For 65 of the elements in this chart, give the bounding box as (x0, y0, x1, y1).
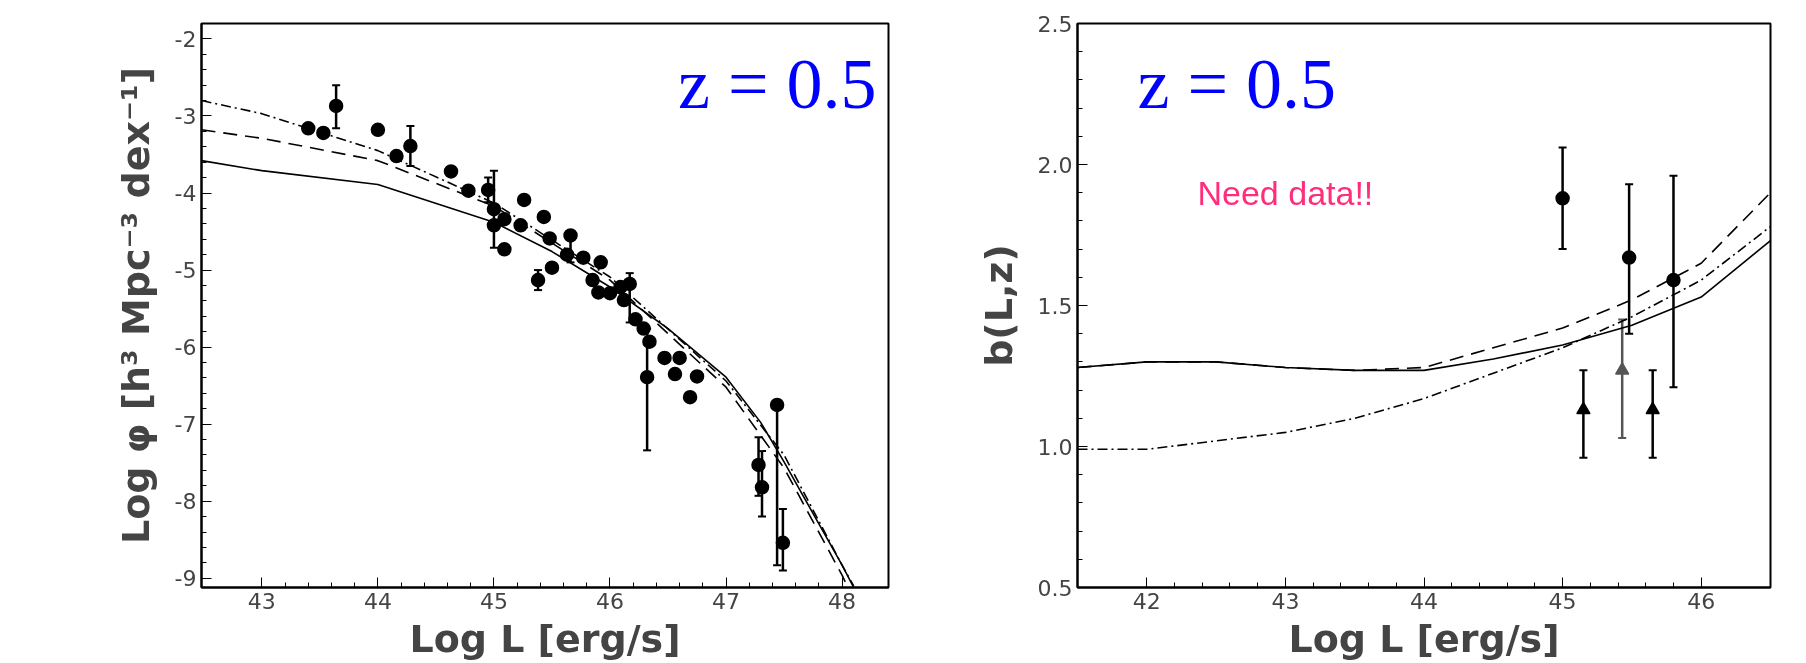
x-tick-label: 42 (1132, 588, 1161, 614)
point (1614, 362, 1630, 375)
x-tick-label: 45 (479, 588, 508, 614)
point (544, 260, 560, 275)
x-tick-label: 44 (1410, 588, 1438, 614)
point (497, 211, 512, 227)
point (639, 369, 655, 385)
y-tick-label: 0.5 (1037, 575, 1073, 601)
y-tick-label: -2 (174, 26, 197, 52)
point (1576, 401, 1591, 415)
point (480, 182, 496, 198)
point (530, 272, 546, 288)
point (370, 122, 386, 138)
x-axis-title: Log L [erg/s] (1288, 616, 1560, 661)
y-tick-label: 2.5 (1037, 11, 1073, 37)
point (591, 285, 606, 300)
x-tick-label: 46 (595, 588, 624, 614)
y-tick-label: 1.5 (1037, 293, 1073, 319)
annotation: z = 0.5 (677, 43, 877, 124)
point (403, 138, 418, 154)
point (622, 276, 637, 292)
point (301, 121, 316, 136)
point (1555, 191, 1570, 206)
point (328, 98, 344, 114)
point (769, 397, 785, 413)
point (516, 192, 532, 208)
point (497, 242, 512, 257)
point (689, 369, 705, 384)
point (628, 312, 643, 327)
y-axis-title: b(L,z) (976, 244, 1021, 367)
y-tick-label: 1.0 (1037, 434, 1073, 460)
y-tick-label: -5 (174, 258, 197, 284)
y-tick-label: -9 (174, 566, 197, 592)
y-tick-label: -3 (174, 103, 197, 129)
x-tick-label: 46 (1687, 588, 1716, 614)
point (775, 535, 791, 551)
annotation: Need data!! (1197, 173, 1374, 212)
point (1621, 250, 1637, 265)
point (682, 389, 698, 405)
point (1666, 272, 1681, 288)
y-axis-title: Log φ [h³ Mpc⁻³ dex⁻¹] (113, 66, 158, 545)
x-tick-label: 43 (1271, 588, 1300, 614)
annotation: z = 0.5 (1137, 43, 1337, 124)
x-axis-title: Log L [erg/s] (409, 616, 681, 661)
point (443, 164, 459, 179)
point (672, 350, 687, 366)
y-tick-label: -4 (174, 181, 197, 207)
x-tick-label: 47 (712, 588, 741, 614)
x-tick-label: 45 (1548, 588, 1577, 614)
y-tick-label: 2.0 (1037, 152, 1073, 178)
y-tick-label: -6 (174, 335, 197, 361)
point (389, 148, 404, 164)
x-tick-label: 44 (363, 588, 392, 614)
point (563, 228, 578, 243)
y-tick-label: -8 (174, 489, 197, 515)
x-tick-label: 43 (247, 588, 276, 614)
point (593, 255, 608, 270)
y-tick-label: -7 (174, 412, 197, 438)
x-tick-label: 48 (828, 588, 857, 614)
point (642, 334, 657, 349)
point (657, 350, 672, 366)
point (536, 209, 552, 225)
point (751, 457, 766, 473)
point (1645, 401, 1660, 415)
point (667, 366, 683, 382)
